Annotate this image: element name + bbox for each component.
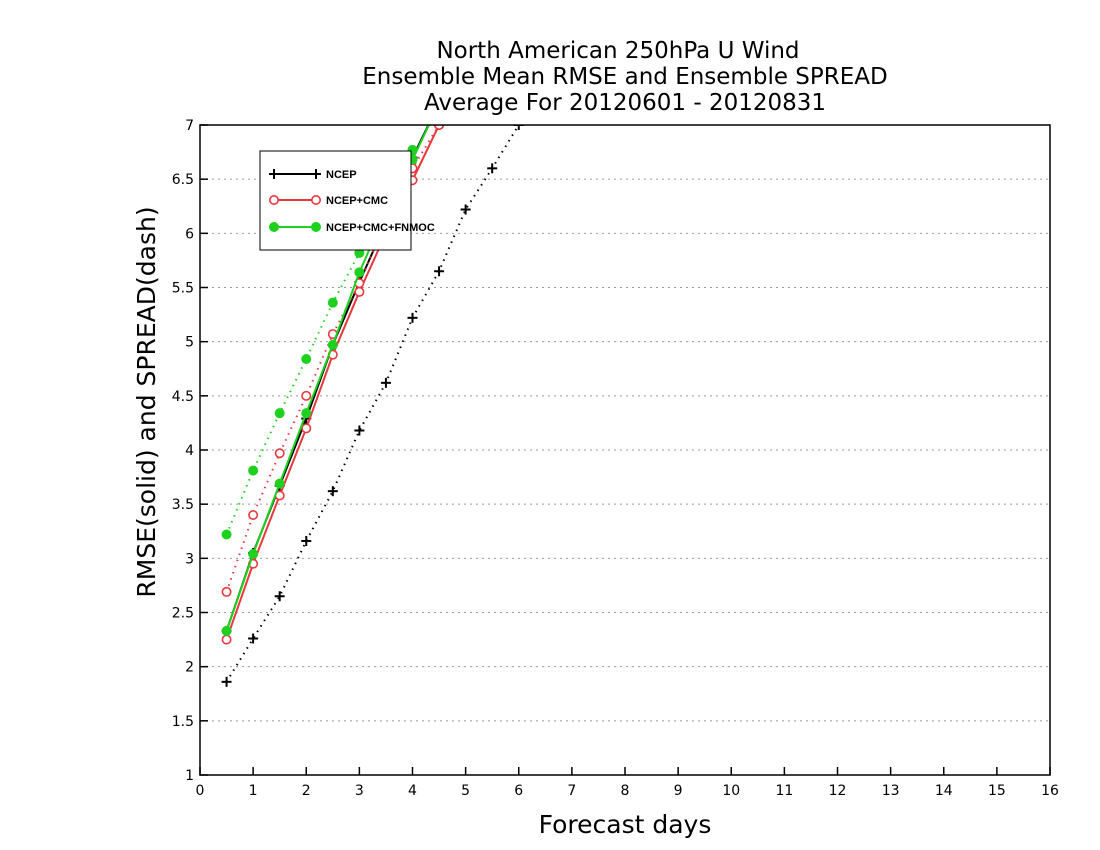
x-tick-label: 14 <box>935 783 953 799</box>
y-tick-label: 1.5 <box>172 714 194 730</box>
x-tick-label: 1 <box>249 783 258 799</box>
data-point <box>274 448 285 459</box>
x-tick-label: 13 <box>882 783 900 799</box>
x-tick-label: 6 <box>514 783 523 799</box>
y-tick-label: 5 <box>185 335 194 351</box>
legend-marker <box>311 169 321 179</box>
x-tick-label: 12 <box>829 783 847 799</box>
y-tick-label: 4 <box>185 443 194 459</box>
legend-item: NCEP+CMC+FNMOC <box>269 222 435 234</box>
title-line-2: Ensemble Mean RMSE and Ensemble SPREAD <box>362 64 887 90</box>
data-point <box>460 204 471 215</box>
y-tick-label: 6.5 <box>172 172 194 188</box>
y-axis-label: RMSE(solid) and SPREAD(dash) <box>132 206 161 597</box>
x-tick-label: 0 <box>196 783 205 799</box>
data-point <box>301 536 312 546</box>
data-point <box>327 486 338 497</box>
x-axis-label: Forecast days <box>539 810 712 839</box>
axis-ticks: 11.522.533.544.555.566.570 1 2 3 4 5 6 7 8 9 10 11 1… <box>172 118 1059 799</box>
legend-marker <box>268 195 279 206</box>
x-tick-label: 4 <box>408 783 417 799</box>
x-tick-label: 3 <box>355 783 364 799</box>
y-tick-label: 2.5 <box>172 606 194 622</box>
legend-label: NCEP+CMC <box>326 195 388 207</box>
data-point <box>221 586 232 597</box>
data-point <box>354 286 365 297</box>
data-point <box>248 465 259 476</box>
data-point <box>301 390 312 401</box>
y-tick-label: 4.5 <box>172 389 194 405</box>
x-tick-label: 5 <box>461 783 470 799</box>
data-point <box>354 267 365 278</box>
series-line-ncep-spread <box>225 125 520 683</box>
x-tick-label: 15 <box>988 783 1006 799</box>
data-point <box>301 408 312 419</box>
data-point <box>274 478 285 489</box>
data-point <box>248 549 259 559</box>
y-tick-label: 7 <box>185 118 194 134</box>
y-tick-label: 6 <box>185 226 194 242</box>
title-line-1: North American 250hPa U Wind <box>436 38 799 64</box>
legend-label: NCEP <box>326 169 357 181</box>
x-tick-label: 10 <box>722 783 740 799</box>
data-point <box>380 377 391 388</box>
title-line-3: Average For 20120601 - 20120831 <box>424 90 826 116</box>
x-tick-label: 11 <box>775 783 793 799</box>
data-point <box>274 591 285 602</box>
x-tick-label: 9 <box>674 783 683 799</box>
legend: NCEP NCEP+CMC NCEP+CMC+FNMOC <box>259 150 435 251</box>
legend-item: NCEP <box>269 169 357 181</box>
data-point <box>221 625 232 636</box>
y-tick-label: 3 <box>185 551 194 567</box>
data-point <box>221 676 232 687</box>
y-tick-label: 3.5 <box>172 497 194 513</box>
data-point <box>513 125 524 130</box>
y-tick-label: 1 <box>185 768 194 784</box>
data-point <box>248 509 259 520</box>
y-tick-label: 5.5 <box>172 281 194 297</box>
data-point <box>301 354 312 364</box>
legend-marker <box>310 195 321 206</box>
chart-title: North American 250hPa U Wind Ensemble Me… <box>362 38 887 116</box>
x-tick-label: 2 <box>302 783 311 799</box>
legend-item: NCEP+CMC <box>268 195 388 207</box>
data-point <box>487 163 498 174</box>
legend-marker <box>269 222 279 232</box>
data-point <box>327 339 338 350</box>
data-point <box>407 312 418 323</box>
grid-lines <box>200 178 1050 722</box>
legend-label: NCEP+CMC+FNMOC <box>326 222 435 234</box>
legend-marker <box>269 169 279 179</box>
series-ncep-spread <box>221 125 524 687</box>
legend-marker <box>311 222 321 232</box>
x-tick-label: 16 <box>1041 783 1059 799</box>
data-point <box>434 266 445 277</box>
x-tick-label: 8 <box>621 783 630 799</box>
data-point <box>301 423 312 434</box>
x-tick-label: 7 <box>567 783 576 799</box>
data-point <box>327 297 338 308</box>
data-point <box>221 529 232 540</box>
y-tick-label: 2 <box>185 660 194 676</box>
data-point <box>354 425 365 436</box>
data-point <box>248 633 259 644</box>
data-point <box>221 634 232 645</box>
data-point <box>274 408 285 419</box>
